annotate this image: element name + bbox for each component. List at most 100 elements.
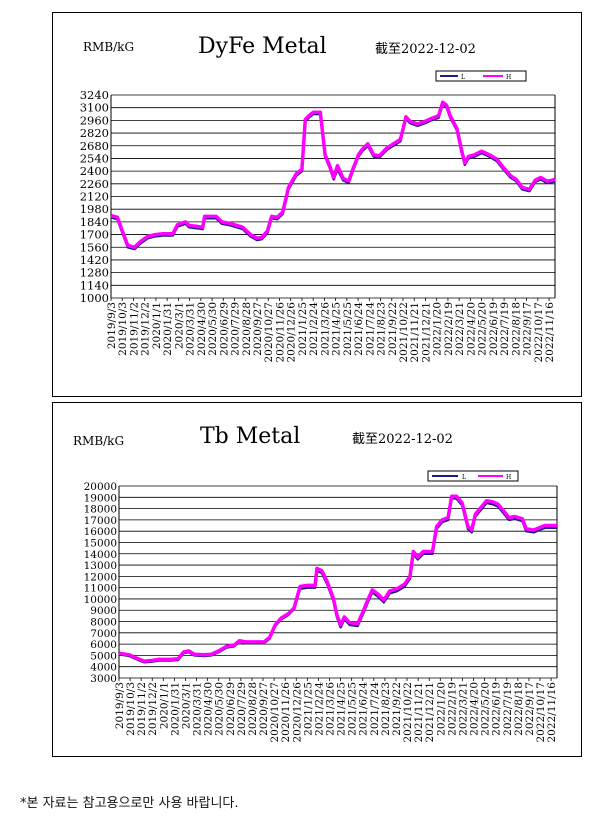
dyfe-y-tick-label: 3100 (80, 101, 109, 115)
tb-x-tick-label: 2020/3/1 (180, 682, 192, 729)
tb-x-tick-label: 2020/11/26 (280, 682, 292, 743)
dyfe-y-tick-label: 2260 (80, 177, 109, 191)
dyfe-x-tick-label: 2020/3/31 (185, 302, 197, 356)
dyfe-y-tick-label: 1420 (80, 253, 109, 267)
dyfe-x-tick-label: 2021/5/25 (342, 302, 354, 356)
tb-x-tick-label: 2019/11/2 (136, 682, 148, 736)
tb-y-tick-label: 9000 (90, 605, 117, 617)
dyfe-x-tick-label: 2020/8/28 (241, 302, 253, 356)
dyfe-x-tick-label: 2019/9/3 (106, 302, 118, 349)
dyfe-x-tick-label: 2019/10/3 (117, 302, 129, 356)
dyfe-x-tick-label: 2021/11/21 (409, 302, 421, 363)
tb-y-tick-label: 20000 (84, 481, 117, 493)
dyfe-x-tick-label: 2022/9/17 (522, 302, 534, 356)
dyfe-chart: RMB/kG DyFe Metal 截至2022-12-02 L H 10001… (80, 34, 556, 363)
dyfe-y-tick-label: 2400 (80, 164, 109, 178)
dyfe-x-tick-label: 2021/7/24 (364, 302, 376, 356)
dyfe-x-tick-label: 2022/5/20 (477, 302, 489, 356)
tb-x-tick-label: 2020/1/1 (158, 682, 170, 729)
dyfe-plot-area: 1000114012801420156017001840198021202260… (80, 88, 556, 363)
tb-x-tick-label: 2021/2/24 (313, 682, 325, 736)
dyfe-x-tick-label: 2022/6/19 (488, 302, 500, 356)
dyfe-x-tick-label: 2022/1/20 (432, 302, 444, 356)
tb-y-tick-label: 13000 (84, 560, 117, 572)
dyfe-legend-high-label: H (506, 74, 511, 81)
tb-y-tick-label: 10000 (84, 594, 117, 606)
tb-x-tick-label: 2022/5/20 (480, 682, 492, 736)
dyfe-x-tick-label: 2021/12/21 (420, 302, 432, 363)
dyfe-x-tick-label: 2020/4/30 (196, 302, 208, 356)
tb-y-tick-label: 17000 (84, 515, 117, 527)
tb-x-tick-label: 2019/12/2 (147, 682, 159, 736)
dyfe-y-tick-label: 1840 (80, 215, 109, 229)
dyfe-x-tick-label: 2021/4/25 (331, 302, 343, 356)
dyfe-y-tick-label: 3240 (80, 88, 109, 102)
dyfe-x-tick-label: 2022/11/16 (544, 302, 556, 363)
dyfe-y-tick-label: 2120 (80, 190, 109, 204)
tb-x-tick-label: 2020/9/27 (258, 682, 270, 736)
tb-x-tick-label: 2021/7/24 (369, 682, 381, 736)
dyfe-y-tick-label: 2680 (80, 139, 109, 153)
dyfe-x-tick-label: 2019/11/2 (128, 302, 140, 356)
dyfe-x-tick-label: 2021/6/24 (353, 302, 365, 356)
tb-x-tick-label: 2020/10/27 (269, 682, 281, 743)
dyfe-x-tick-label: 2021/9/22 (387, 302, 399, 356)
tb-x-tick-label: 2021/5/25 (347, 682, 359, 736)
dyfe-x-tick-label: 2020/3/1 (173, 302, 185, 349)
tb-y-tick-label: 11000 (84, 583, 117, 595)
tb-y-tick-label: 8000 (90, 617, 117, 629)
tb-x-tick-label: 2020/7/29 (236, 682, 248, 736)
tb-x-tick-label: 2020/12/26 (291, 682, 303, 743)
tb-x-tick-label: 2022/1/20 (435, 682, 447, 736)
tb-x-tick-label: 2021/11/21 (413, 682, 425, 743)
tb-unit-label: RMB/kG (73, 434, 124, 448)
tb-x-tick-label: 2019/9/3 (114, 682, 126, 729)
tb-x-tick-label: 2021/1/25 (302, 682, 314, 736)
tb-y-tick-label: 5000 (90, 650, 117, 662)
tb-y-tick-label: 14000 (84, 549, 117, 561)
dyfe-x-tick-label: 2021/8/23 (376, 302, 388, 356)
dyfe-x-tick-label: 2020/9/27 (252, 302, 264, 356)
tb-x-tick-label: 2019/10/3 (125, 682, 137, 736)
tb-x-tick-label: 2022/4/20 (469, 682, 481, 736)
tb-y-tick-label: 7000 (90, 628, 117, 640)
tb-y-tick-label: 18000 (84, 504, 117, 516)
tb-y-tick-label: 19000 (84, 492, 117, 504)
tb-x-tick-label: 2022/11/16 (546, 682, 558, 743)
dyfe-y-tick-label: 1140 (80, 278, 109, 292)
dyfe-chart-panel: RMB/kG DyFe Metal 截至2022-12-02 L H 1000 1… (52, 12, 582, 397)
dyfe-x-tick-label: 2021/3/26 (319, 302, 331, 356)
dyfe-x-tick-label: 2022/4/20 (465, 302, 477, 356)
dyfe-y-tick-label: 1560 (80, 240, 109, 254)
tb-legend-high-label: H (506, 474, 511, 481)
dyfe-title: DyFe Metal (198, 34, 327, 59)
tb-y-tick-label: 4000 (90, 662, 117, 674)
dyfe-x-tick-label: 2020/11/26 (274, 302, 286, 363)
dyfe-x-tick-label: 2019/12/2 (140, 302, 152, 356)
tb-x-tick-label: 2022/6/19 (491, 682, 503, 736)
tb-chart: RMB/kG Tb Metal 截至2022-12-02 L H 3000400… (73, 424, 558, 743)
dyfe-x-tick-label: 2022/3/21 (454, 302, 466, 356)
dyfe-y-tick-label: 1000 (80, 291, 109, 305)
dyfe-x-tick-label: 2022/2/19 (443, 302, 455, 356)
tb-x-tick-label: 2022/9/17 (524, 682, 536, 736)
dyfe-y-tick-label: 2820 (80, 126, 109, 140)
tb-x-tick-label: 2020/5/30 (214, 682, 226, 736)
tb-y-tick-label: 16000 (84, 526, 117, 538)
tb-y-tick-label: 3000 (90, 673, 117, 685)
tb-x-tick-label: 2022/10/17 (535, 682, 547, 743)
dyfe-x-tick-label: 2020/6/29 (218, 302, 230, 356)
dyfe-y-tick-label: 1700 (80, 228, 109, 242)
tb-y-tick-label: 12000 (84, 571, 117, 583)
tb-x-tick-label: 2020/3/31 (192, 682, 204, 736)
tb-x-tick-label: 2020/4/30 (203, 682, 215, 736)
dyfe-x-tick-label: 2020/1/1 (151, 302, 163, 349)
dyfe-y-tick-label: 1280 (80, 266, 109, 280)
tb-plot-area: 3000400050006000700080009000100001100012… (84, 481, 558, 743)
dyfe-x-tick-label: 2020/12/26 (286, 302, 298, 363)
dyfe-y-tick-label: 2540 (80, 151, 109, 165)
tb-y-tick-label: 15000 (84, 537, 117, 549)
tb-legend: L H (427, 470, 519, 482)
tb-date-note: 截至2022-12-02 (352, 432, 453, 447)
tb-x-tick-label: 2022/8/18 (513, 682, 525, 736)
